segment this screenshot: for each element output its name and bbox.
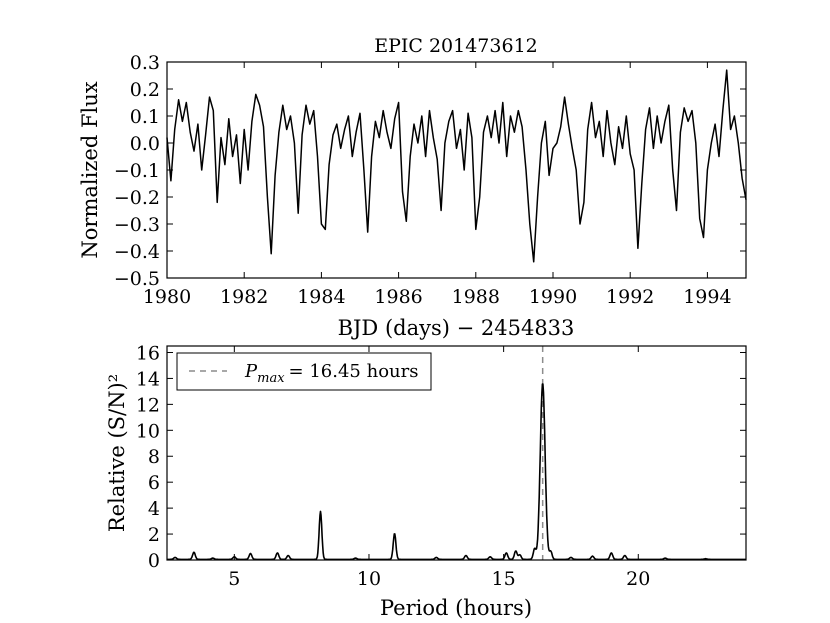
periodogram-y-ticks: 0 2 4 6 8 10 12 14 16 — [136, 342, 746, 572]
periodogram-x-axis-label: Period (hours) — [380, 596, 532, 620]
periodogram-y-tick-label: 6 — [148, 472, 160, 494]
flux-y-tick-label: 0.0 — [130, 133, 160, 155]
periodogram-plot-frame — [166, 345, 747, 561]
periodogram-series-line — [166, 383, 747, 561]
flux-plot-frame — [166, 61, 747, 279]
flux-y-tick-label: 0.2 — [130, 79, 160, 101]
legend-label: Pmax = 16.45 hours — [244, 361, 418, 386]
periodogram-x-tick-label: 15 — [492, 568, 516, 590]
flux-x-ticks: 1980 1982 1984 1986 1988 1990 1992 1994 — [143, 62, 732, 308]
flux-y-ticks: 0.3 0.2 0.1 0.0 −0.1 −0.2 −0.3 −0.4 −0.5 — [114, 52, 746, 290]
periodogram-y-tick-label: 14 — [136, 368, 160, 390]
periodogram-y-tick-label: 16 — [136, 342, 160, 364]
flux-x-tick-label: 1986 — [374, 286, 422, 308]
flux-panel: EPIC 201473612 1980 1982 1984 1986 1988 1990 1… — [78, 35, 747, 340]
flux-x-tick-label: 1980 — [143, 286, 191, 308]
flux-x-axis-label: BJD (days) − 2454833 — [338, 316, 575, 340]
flux-y-tick-label: −0.3 — [114, 214, 160, 236]
flux-x-tick-label: 1988 — [452, 286, 500, 308]
periodogram-y-axis-label: Relative (S/N)² — [105, 374, 129, 532]
flux-y-axis-label: Normalized Flux — [78, 81, 102, 258]
flux-x-tick-label: 1994 — [683, 286, 731, 308]
periodogram-y-tick-label: 10 — [136, 420, 160, 442]
flux-y-tick-label: 0.3 — [130, 52, 160, 74]
flux-x-tick-label: 1990 — [529, 286, 577, 308]
flux-y-tick-label: −0.5 — [114, 268, 160, 290]
flux-chart-title: EPIC 201473612 — [374, 35, 538, 57]
flux-y-tick-label: −0.1 — [114, 160, 160, 182]
periodogram-y-tick-label: 12 — [136, 394, 160, 416]
legend-box — [176, 352, 432, 391]
flux-y-tick-label: 0.1 — [130, 106, 160, 128]
periodogram-legend: Pmax = 16.45 hours — [176, 352, 432, 391]
flux-series-line — [166, 69, 747, 263]
periodogram-y-tick-label: 4 — [148, 498, 160, 520]
flux-x-tick-label: 1982 — [220, 286, 268, 308]
flux-plot-area — [166, 69, 747, 263]
flux-x-tick-label: 1992 — [606, 286, 654, 308]
flux-y-tick-label: −0.4 — [114, 241, 160, 263]
periodogram-y-tick-label: 0 — [148, 550, 160, 572]
periodogram-x-tick-label: 20 — [626, 568, 650, 590]
flux-x-tick-label: 1984 — [297, 286, 345, 308]
flux-y-tick-label: −0.2 — [114, 187, 160, 209]
periodogram-y-tick-label: 2 — [148, 524, 160, 546]
periodogram-x-tick-label: 10 — [357, 568, 381, 590]
periodogram-x-tick-label: 5 — [228, 568, 240, 590]
periodogram-y-tick-label: 8 — [148, 446, 160, 468]
periodogram-x-ticks: 5 10 15 20 — [228, 346, 650, 590]
